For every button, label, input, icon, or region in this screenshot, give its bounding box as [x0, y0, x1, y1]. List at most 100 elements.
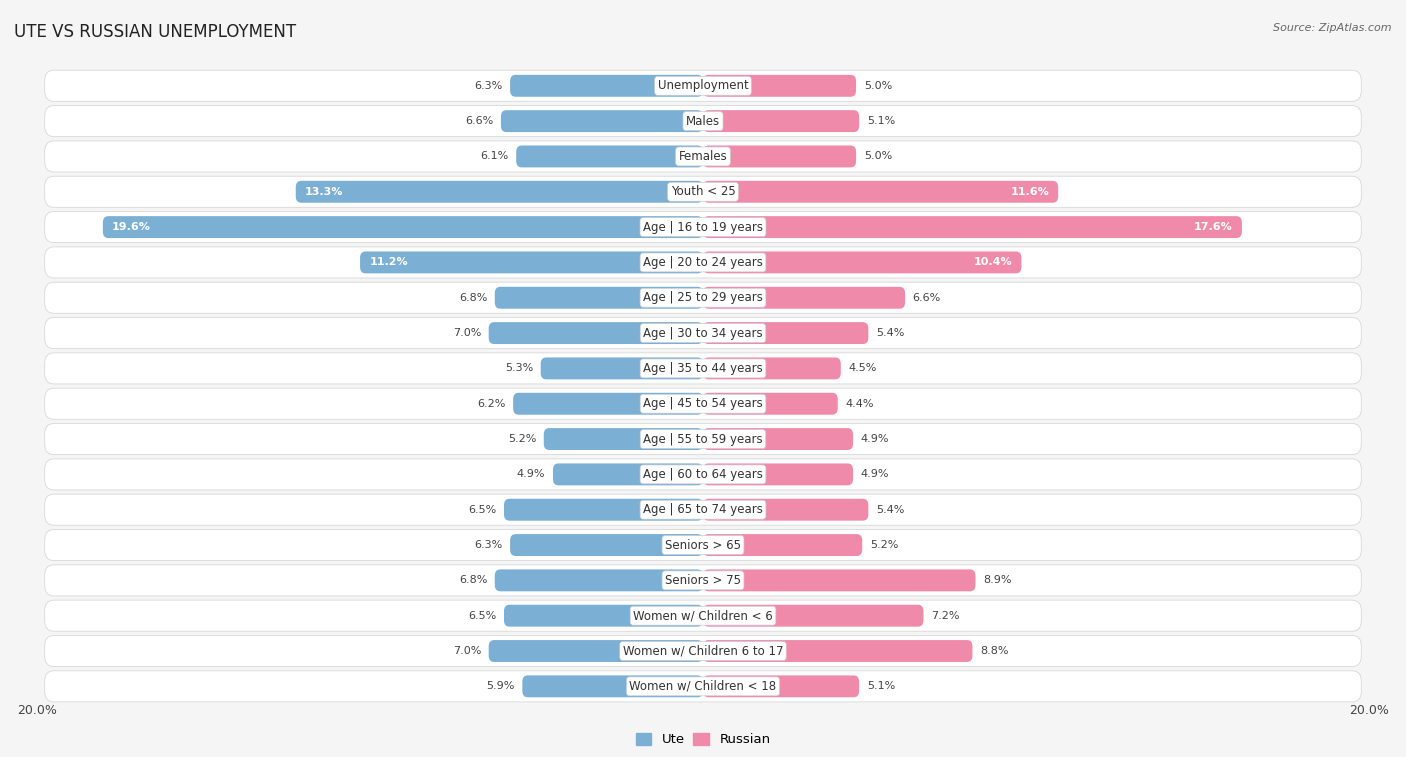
- Text: 6.1%: 6.1%: [481, 151, 509, 161]
- FancyBboxPatch shape: [45, 282, 1361, 313]
- FancyBboxPatch shape: [103, 217, 703, 238]
- FancyBboxPatch shape: [703, 111, 859, 132]
- FancyBboxPatch shape: [45, 494, 1361, 525]
- FancyBboxPatch shape: [523, 675, 703, 697]
- FancyBboxPatch shape: [45, 459, 1361, 490]
- Text: Males: Males: [686, 114, 720, 128]
- Text: 4.9%: 4.9%: [517, 469, 546, 479]
- Text: 5.2%: 5.2%: [870, 540, 898, 550]
- FancyBboxPatch shape: [503, 499, 703, 521]
- Text: 20.0%: 20.0%: [1348, 704, 1389, 717]
- FancyBboxPatch shape: [45, 635, 1361, 667]
- Legend: Ute, Russian: Ute, Russian: [630, 727, 776, 752]
- Text: Females: Females: [679, 150, 727, 163]
- Text: Age | 60 to 64 years: Age | 60 to 64 years: [643, 468, 763, 481]
- FancyBboxPatch shape: [703, 393, 838, 415]
- FancyBboxPatch shape: [489, 322, 703, 344]
- Text: 5.1%: 5.1%: [868, 116, 896, 126]
- FancyBboxPatch shape: [45, 176, 1361, 207]
- FancyBboxPatch shape: [45, 529, 1361, 561]
- Text: UTE VS RUSSIAN UNEMPLOYMENT: UTE VS RUSSIAN UNEMPLOYMENT: [14, 23, 297, 41]
- Text: 8.8%: 8.8%: [980, 646, 1008, 656]
- FancyBboxPatch shape: [45, 671, 1361, 702]
- FancyBboxPatch shape: [703, 675, 859, 697]
- FancyBboxPatch shape: [45, 423, 1361, 455]
- FancyBboxPatch shape: [703, 251, 1021, 273]
- Text: Youth < 25: Youth < 25: [671, 185, 735, 198]
- Text: 4.5%: 4.5%: [848, 363, 877, 373]
- Text: 5.1%: 5.1%: [868, 681, 896, 691]
- Text: Age | 45 to 54 years: Age | 45 to 54 years: [643, 397, 763, 410]
- Text: 4.9%: 4.9%: [860, 469, 889, 479]
- Text: 11.2%: 11.2%: [370, 257, 408, 267]
- Text: 5.9%: 5.9%: [486, 681, 515, 691]
- Text: 13.3%: 13.3%: [305, 187, 343, 197]
- FancyBboxPatch shape: [541, 357, 703, 379]
- FancyBboxPatch shape: [513, 393, 703, 415]
- Text: Age | 55 to 59 years: Age | 55 to 59 years: [643, 432, 763, 446]
- Text: 5.0%: 5.0%: [863, 81, 891, 91]
- FancyBboxPatch shape: [553, 463, 703, 485]
- FancyBboxPatch shape: [489, 640, 703, 662]
- FancyBboxPatch shape: [45, 141, 1361, 172]
- FancyBboxPatch shape: [495, 287, 703, 309]
- Text: 6.2%: 6.2%: [477, 399, 506, 409]
- Text: 10.4%: 10.4%: [973, 257, 1012, 267]
- Text: Women w/ Children < 18: Women w/ Children < 18: [630, 680, 776, 693]
- FancyBboxPatch shape: [703, 357, 841, 379]
- Text: 4.4%: 4.4%: [845, 399, 875, 409]
- FancyBboxPatch shape: [703, 605, 924, 627]
- FancyBboxPatch shape: [360, 251, 703, 273]
- FancyBboxPatch shape: [45, 317, 1361, 349]
- FancyBboxPatch shape: [703, 287, 905, 309]
- FancyBboxPatch shape: [703, 428, 853, 450]
- Text: Source: ZipAtlas.com: Source: ZipAtlas.com: [1274, 23, 1392, 33]
- Text: Age | 20 to 24 years: Age | 20 to 24 years: [643, 256, 763, 269]
- Text: 6.6%: 6.6%: [465, 116, 494, 126]
- FancyBboxPatch shape: [703, 569, 976, 591]
- Text: 6.5%: 6.5%: [468, 505, 496, 515]
- Text: 7.2%: 7.2%: [931, 611, 960, 621]
- Text: 6.6%: 6.6%: [912, 293, 941, 303]
- Text: Age | 25 to 29 years: Age | 25 to 29 years: [643, 291, 763, 304]
- Text: 5.0%: 5.0%: [863, 151, 891, 161]
- FancyBboxPatch shape: [503, 605, 703, 627]
- Text: Women w/ Children 6 to 17: Women w/ Children 6 to 17: [623, 644, 783, 658]
- FancyBboxPatch shape: [703, 181, 1059, 203]
- FancyBboxPatch shape: [703, 322, 869, 344]
- FancyBboxPatch shape: [703, 640, 973, 662]
- Text: Seniors > 75: Seniors > 75: [665, 574, 741, 587]
- FancyBboxPatch shape: [703, 463, 853, 485]
- Text: Age | 35 to 44 years: Age | 35 to 44 years: [643, 362, 763, 375]
- FancyBboxPatch shape: [45, 353, 1361, 384]
- Text: 7.0%: 7.0%: [453, 328, 481, 338]
- Text: 5.4%: 5.4%: [876, 505, 904, 515]
- FancyBboxPatch shape: [544, 428, 703, 450]
- FancyBboxPatch shape: [703, 75, 856, 97]
- Text: 6.8%: 6.8%: [458, 293, 486, 303]
- FancyBboxPatch shape: [45, 388, 1361, 419]
- FancyBboxPatch shape: [703, 145, 856, 167]
- Text: 6.3%: 6.3%: [474, 540, 502, 550]
- Text: Seniors > 65: Seniors > 65: [665, 538, 741, 552]
- Text: Women w/ Children < 6: Women w/ Children < 6: [633, 609, 773, 622]
- Text: 5.2%: 5.2%: [508, 434, 536, 444]
- FancyBboxPatch shape: [45, 600, 1361, 631]
- FancyBboxPatch shape: [510, 75, 703, 97]
- FancyBboxPatch shape: [516, 145, 703, 167]
- FancyBboxPatch shape: [45, 247, 1361, 278]
- Text: Age | 16 to 19 years: Age | 16 to 19 years: [643, 220, 763, 234]
- FancyBboxPatch shape: [703, 499, 869, 521]
- FancyBboxPatch shape: [510, 534, 703, 556]
- FancyBboxPatch shape: [495, 569, 703, 591]
- Text: 7.0%: 7.0%: [453, 646, 481, 656]
- FancyBboxPatch shape: [703, 217, 1241, 238]
- Text: 5.4%: 5.4%: [876, 328, 904, 338]
- Text: 19.6%: 19.6%: [112, 222, 150, 232]
- FancyBboxPatch shape: [45, 70, 1361, 101]
- Text: 11.6%: 11.6%: [1011, 187, 1049, 197]
- Text: Age | 30 to 34 years: Age | 30 to 34 years: [643, 326, 763, 340]
- Text: 6.8%: 6.8%: [458, 575, 486, 585]
- Text: 4.9%: 4.9%: [860, 434, 889, 444]
- FancyBboxPatch shape: [295, 181, 703, 203]
